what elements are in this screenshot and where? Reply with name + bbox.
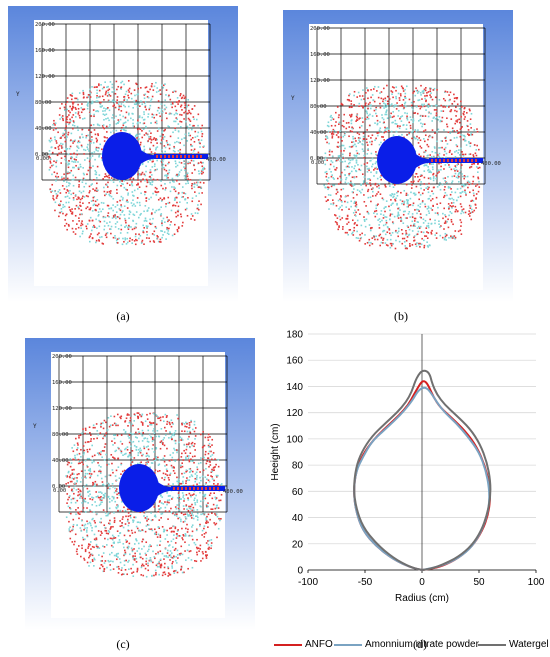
y-tick-label: 160.00 xyxy=(52,380,72,386)
legend-item-anfo: ANFO xyxy=(274,639,333,650)
legend-label-watergel: Watergel xyxy=(509,639,549,650)
legend-swatch-watergel xyxy=(478,643,506,646)
legend-item-ammonium-nitrate: Amonnium nitrate powder xyxy=(334,639,479,650)
simulation-image-c: 200.00 160.00 120.00 80.00 40.00 0.00 Y 0.00 400… xyxy=(25,338,255,630)
blast-neck xyxy=(413,152,431,170)
y-tick-label: 0 xyxy=(297,566,303,577)
y-tick-label: 0.00 xyxy=(310,156,323,162)
y-tick-label: 80.00 xyxy=(35,100,52,106)
series-line-2 xyxy=(353,369,492,571)
x-tick-label: 0.00 xyxy=(36,156,49,162)
y-tick-label: 120.00 xyxy=(310,78,330,84)
y-tick-label: 160.00 xyxy=(35,48,55,54)
y-tick-label: 20 xyxy=(292,539,304,550)
legend-swatch-anfo xyxy=(274,643,302,646)
y-tick-label: 80.00 xyxy=(310,104,327,110)
legend-item-watergel: Watergel xyxy=(478,639,549,650)
x-tick-label: 0.00 xyxy=(53,488,66,494)
y-tick-label: 40.00 xyxy=(35,126,52,132)
blast-core xyxy=(119,464,159,512)
y-tick-label: 120 xyxy=(286,408,303,419)
chart-legend: ANFO Amonnium nitrate powder Watergel xyxy=(270,638,549,654)
caption-d: (d) xyxy=(413,637,427,651)
y-tick-label: 200.00 xyxy=(35,22,55,28)
caption-c: (c) xyxy=(116,637,130,651)
y-tick-label: 0.00 xyxy=(35,152,48,158)
blast-neck xyxy=(155,480,173,498)
x-tick-label: 50 xyxy=(473,577,485,588)
x-tick-label: -100 xyxy=(298,577,318,588)
y-tick-label: 160 xyxy=(286,356,303,367)
y-tick-label: 160.00 xyxy=(310,52,330,58)
blast-core xyxy=(377,136,417,184)
y-tick-label: 140 xyxy=(286,382,303,393)
axis-label: Y xyxy=(16,91,20,98)
caption-b: (b) xyxy=(394,309,408,323)
x-tick-label: 100 xyxy=(528,577,545,588)
x-tick-label: 400.00 xyxy=(223,489,243,495)
y-tick-label: 120.00 xyxy=(35,74,55,80)
simulation-image-b: 200.00 160.00 120.00 80.00 40.00 0.00 Y 0.00 400… xyxy=(283,10,513,302)
x-tick-label: 0.00 xyxy=(311,160,324,166)
x-tick-label: 0 xyxy=(419,577,425,588)
legend-swatch-ammonium-nitrate xyxy=(334,643,362,646)
caption-a: (a) xyxy=(116,309,130,323)
y-tick-label: 40.00 xyxy=(310,130,327,136)
axis-label: Y xyxy=(33,423,37,430)
y-tick-label: 80 xyxy=(292,461,304,472)
axis-label: Y xyxy=(291,95,295,102)
legend-label-ammonium-nitrate: Amonnium nitrate powder xyxy=(365,639,479,650)
y-tick-label: 0.00 xyxy=(52,484,65,490)
y-tick-label: 180 xyxy=(286,330,303,341)
x-tick-label: 400.00 xyxy=(481,161,501,167)
simulation-panel-b: 200.00 160.00 120.00 80.00 40.00 0.00 Y 0.00 400… xyxy=(283,10,513,302)
x-tick-label: 400.00 xyxy=(206,157,226,163)
blast-neck xyxy=(138,148,156,166)
simulation-panel-a: 200.00 160.00 120.00 80.00 40.00 0.00 Y 0.00 400… xyxy=(8,6,238,302)
blast-core xyxy=(102,132,142,180)
y-tick-label: 200.00 xyxy=(52,354,72,360)
legend-label-anfo: ANFO xyxy=(305,639,333,650)
x-tick-label: -50 xyxy=(358,577,373,588)
y-tick-label: 80.00 xyxy=(52,432,69,438)
crater-profile-chart: 0 20 40 60 80 100 120 140 160 180 -100 -50 0 50 100 Rad… xyxy=(270,330,545,605)
y-tick-label: 60 xyxy=(292,487,304,498)
simulation-image-a: 200.00 160.00 120.00 80.00 40.00 0.00 Y 0.00 400… xyxy=(8,6,238,302)
x-axis-label: Radius (cm) xyxy=(395,593,449,604)
y-tick-label: 200.00 xyxy=(310,26,330,32)
y-tick-label: 100 xyxy=(286,434,303,445)
y-tick-label: 40 xyxy=(292,513,304,524)
y-axis-label: Heeight (cm) xyxy=(270,423,281,480)
y-tick-label: 120.00 xyxy=(52,406,72,412)
y-tick-label: 40.00 xyxy=(52,458,69,464)
simulation-panel-c: 200.00 160.00 120.00 80.00 40.00 0.00 Y 0.00 400… xyxy=(25,338,255,630)
